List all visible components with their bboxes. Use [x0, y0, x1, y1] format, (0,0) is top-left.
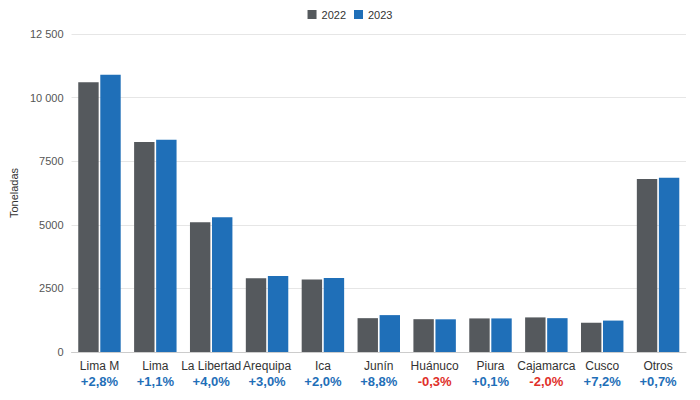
- svg-text:Piura: Piura: [476, 359, 504, 373]
- svg-text:+2,0%: +2,0%: [304, 374, 342, 389]
- svg-text:Arequipa: Arequipa: [243, 359, 291, 373]
- svg-text:Lima M: Lima M: [80, 359, 119, 373]
- svg-text:+0,1%: +0,1%: [472, 374, 510, 389]
- svg-text:+7,2%: +7,2%: [584, 374, 622, 389]
- svg-text:0: 0: [57, 346, 63, 358]
- svg-text:Toneladas: Toneladas: [8, 167, 20, 218]
- svg-text:-2,0%: -2,0%: [529, 374, 563, 389]
- svg-text:+4,0%: +4,0%: [193, 374, 231, 389]
- svg-text:Ica: Ica: [315, 359, 331, 373]
- svg-text:7500: 7500: [39, 155, 63, 167]
- svg-text:+0,7%: +0,7%: [639, 374, 677, 389]
- svg-text:Cusco: Cusco: [585, 359, 619, 373]
- svg-text:+8,8%: +8,8%: [360, 374, 398, 389]
- svg-text:+1,1%: +1,1%: [137, 374, 175, 389]
- svg-text:La Libertad: La Libertad: [181, 359, 241, 373]
- svg-text:Lima: Lima: [142, 359, 168, 373]
- svg-text:-0,3%: -0,3%: [418, 374, 452, 389]
- svg-text:2500: 2500: [39, 282, 63, 294]
- svg-text:+2,8%: +2,8%: [81, 374, 119, 389]
- svg-text:+3,0%: +3,0%: [248, 374, 286, 389]
- svg-text:Cajamarca: Cajamarca: [517, 359, 575, 373]
- svg-text:5000: 5000: [39, 219, 63, 231]
- svg-text:Junín: Junín: [364, 359, 393, 373]
- svg-text:2022: 2022: [322, 9, 346, 21]
- svg-text:10 000: 10 000: [30, 92, 64, 104]
- svg-text:Otros: Otros: [643, 359, 672, 373]
- svg-text:Huánuco: Huánuco: [411, 359, 459, 373]
- svg-text:12 500: 12 500: [30, 28, 64, 40]
- svg-text:2023: 2023: [368, 9, 392, 21]
